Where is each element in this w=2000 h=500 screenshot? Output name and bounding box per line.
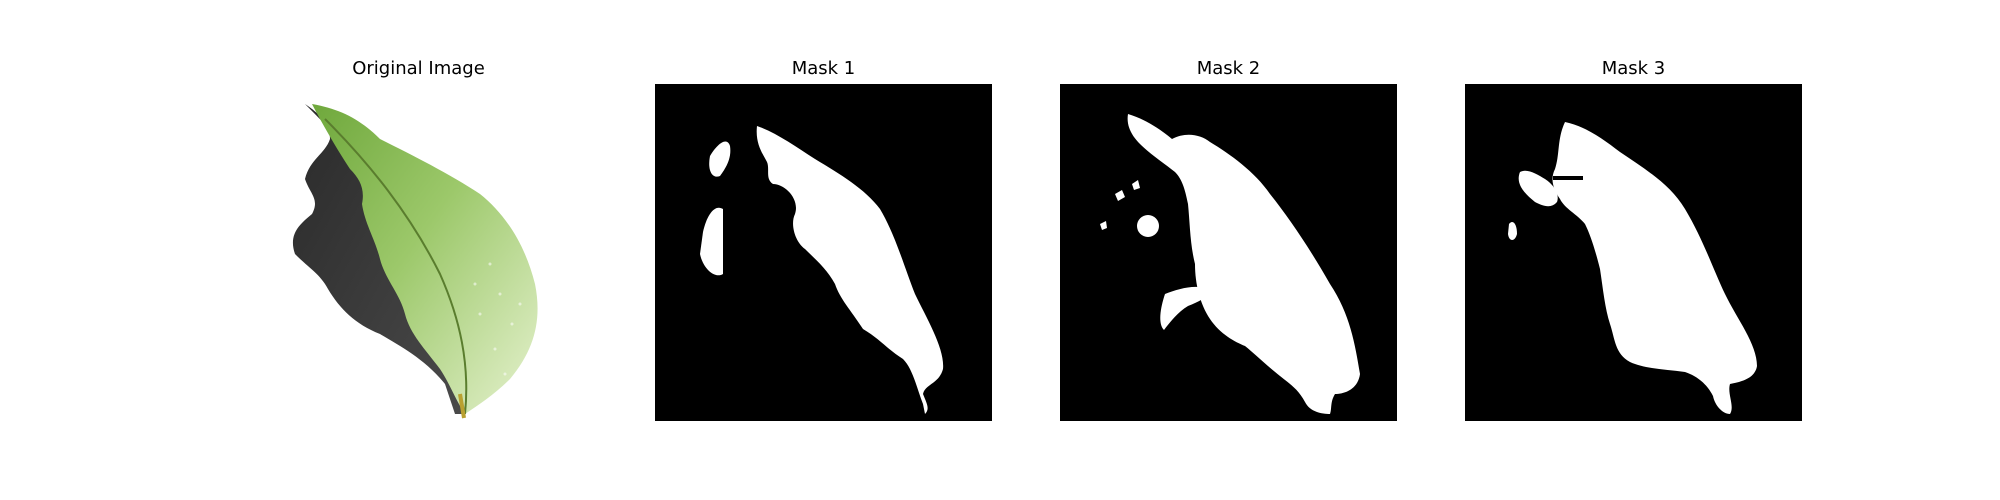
mask-2-small-specks <box>1100 180 1140 230</box>
mask-1-panel <box>655 84 992 421</box>
mask-3-main-region <box>1552 122 1757 414</box>
mask-1-small-region-left <box>700 207 723 276</box>
mask-1-small-region-top <box>709 141 731 177</box>
mask-2-title: Mask 2 <box>1196 58 1261 79</box>
mask-3-image <box>1465 84 1802 421</box>
mask-2-panel <box>1060 84 1397 421</box>
mask-3-left-arm <box>1518 170 1558 207</box>
mask-3-panel <box>1465 84 1802 421</box>
mask-2-image <box>1060 84 1397 421</box>
mask-1-image <box>655 84 992 421</box>
mask-2-main-region <box>1127 114 1360 414</box>
mask-2-left-arm <box>1160 286 1209 330</box>
mask-1-main-region <box>756 126 944 414</box>
original-image-panel <box>250 84 587 421</box>
mask-2-round-blob <box>1137 215 1159 237</box>
leaf-blade <box>312 104 538 414</box>
leaf-petiole <box>458 393 466 419</box>
mask-1-title: Mask 1 <box>791 58 856 79</box>
leaf-photo <box>250 84 587 421</box>
original-image-title: Original Image <box>352 58 485 79</box>
mask-3-hole <box>1553 176 1583 180</box>
leaf-midrib <box>324 118 468 415</box>
mask-3-title: Mask 3 <box>1601 58 1666 79</box>
mask-3-small-speck <box>1508 222 1517 240</box>
